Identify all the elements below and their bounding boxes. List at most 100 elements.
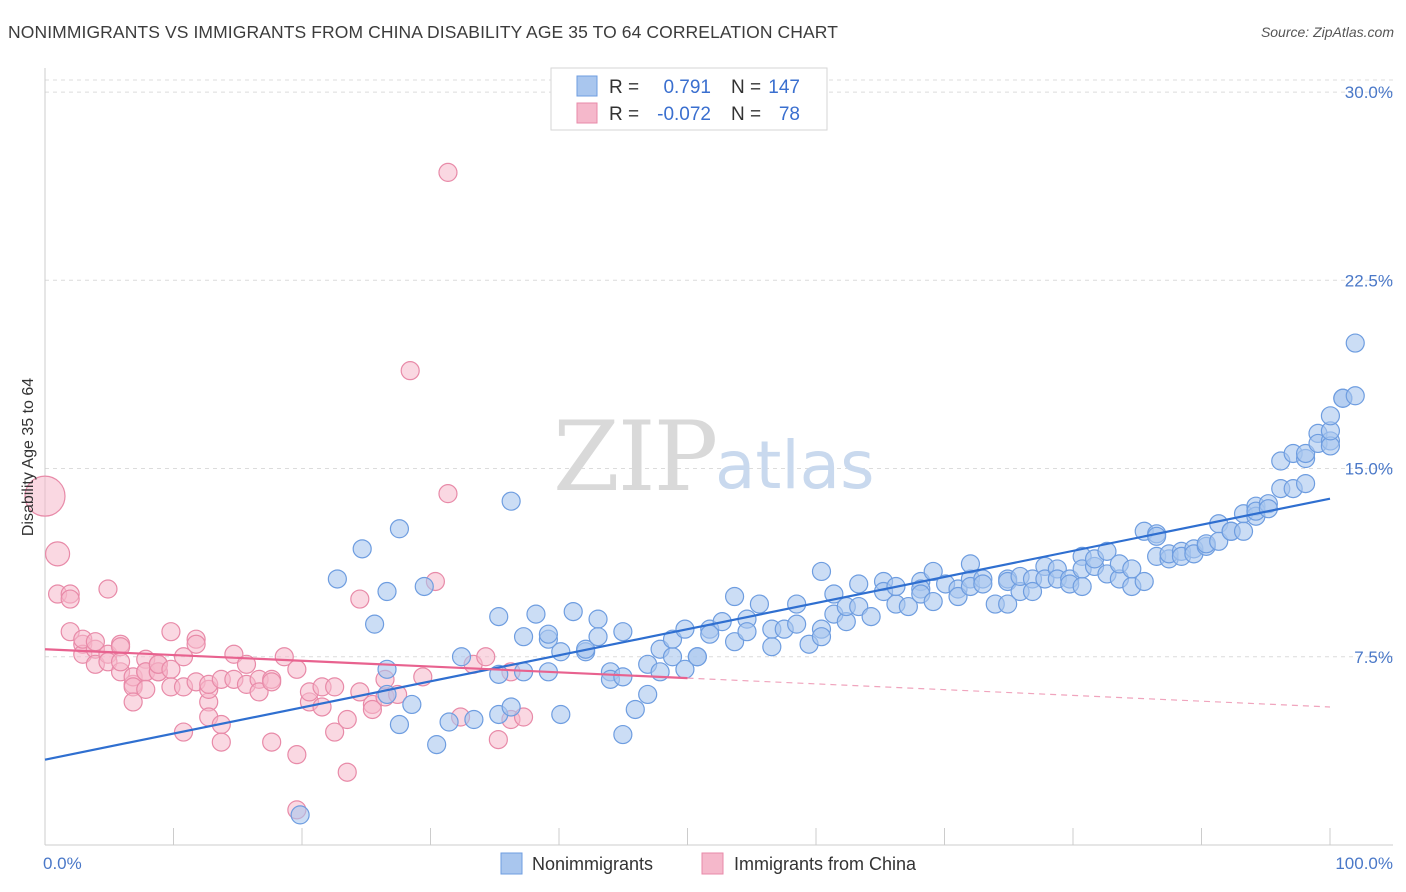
gridlines (45, 79, 1393, 658)
bottom-legend-nonimmigrants: Nonimmigrants (532, 854, 653, 874)
nonimmigrants-point (501, 491, 521, 511)
nonimmigrants-point (811, 627, 832, 647)
immigrants-point (513, 707, 534, 727)
nonimmigrants-point (451, 647, 472, 667)
legend-r-value-2: -0.072 (657, 104, 711, 125)
legend-n-label-2: N = (731, 104, 761, 125)
immigrants-point (325, 677, 345, 697)
nonimmigrants-point (377, 659, 397, 679)
legend-r-label-2: R = (609, 104, 639, 125)
chart-title: NONIMMIGRANTS VS IMMIGRANTS FROM CHINA D… (8, 22, 838, 42)
immigrants-point (161, 622, 181, 642)
nonimmigrants-point (762, 637, 782, 657)
immigrants-point (287, 659, 307, 679)
immigrants-point (123, 692, 143, 712)
x-tick-label-min: 0.0% (43, 854, 82, 873)
immigrants-point (488, 729, 508, 750)
immigrants-point (211, 732, 231, 752)
nonimmigrants-point (687, 647, 707, 667)
y-tick-label: 30.0% (1345, 83, 1393, 102)
immigrants-point (236, 654, 257, 674)
y-tick-label: 15.0% (1345, 460, 1393, 479)
immigrants-point (110, 652, 131, 672)
y-axis-label: Disability Age 35 to 64 (20, 378, 37, 536)
y-tick-label: 22.5% (1345, 271, 1393, 290)
nonimmigrants-point (526, 604, 546, 624)
series-legend: Nonimmigrants Immigrants from China (500, 852, 917, 875)
legend-swatch-immigrants (576, 102, 598, 124)
nonimmigrants-point (1320, 406, 1341, 426)
immigrants-point (60, 589, 80, 609)
immigrants-point (337, 709, 357, 730)
bottom-legend-immigrants: Immigrants from China (734, 854, 917, 874)
nonimmigrants-point (352, 539, 372, 559)
nonimmigrants-point (402, 694, 422, 715)
nonimmigrants-point (1122, 559, 1142, 579)
immigrants-point (44, 541, 71, 567)
nonimmigrants-point (563, 601, 583, 622)
legend-swatch-nonimmigrants (576, 75, 598, 97)
nonimmigrants-point (923, 591, 943, 612)
immigrants-point (362, 699, 383, 720)
nonimmigrants-point (464, 709, 484, 730)
nonimmigrants-point (749, 594, 770, 614)
nonimmigrants-point (489, 607, 509, 627)
nonimmigrants-points (290, 333, 1365, 825)
immigrants-point (337, 762, 357, 782)
nonimmigrants-point (923, 561, 943, 582)
legend-n-value-2: 78 (779, 104, 800, 125)
trend-lines (44, 497, 1331, 761)
nonimmigrants-point (737, 622, 757, 642)
immigrants-point (24, 475, 66, 517)
nonimmigrants-point (898, 596, 918, 617)
legend-r-label-1: R = (609, 77, 639, 98)
nonimmigrants-point (513, 627, 534, 647)
nonimmigrants-point (625, 699, 645, 720)
legend-n-value-1: 147 (768, 77, 800, 98)
watermark: ZIP atlas (553, 401, 875, 513)
nonimmigrants-point (724, 586, 745, 607)
immigrants-point (249, 682, 269, 702)
nonimmigrants-point (861, 607, 881, 627)
immigrants-trend-line-extension (687, 677, 1331, 708)
y-tick-label: 7.5% (1354, 648, 1393, 667)
nonimmigrants-point (439, 712, 459, 732)
nonimmigrants-point (1072, 576, 1092, 597)
nonimmigrants-point (588, 609, 608, 629)
nonimmigrants-point (1233, 521, 1254, 541)
immigrants-point (136, 679, 156, 699)
nonimmigrants-point (948, 586, 968, 607)
immigrants-point (287, 745, 307, 765)
nonimmigrants-point (1209, 531, 1229, 551)
nonimmigrants-point (662, 629, 683, 649)
nonimmigrants-point (613, 667, 633, 687)
nonimmigrants-point (427, 735, 447, 755)
immigrants-point (400, 361, 420, 381)
watermark-zip: ZIP (553, 401, 716, 513)
nonimmigrants-point (365, 614, 385, 634)
x-tick-label-max: 100.0% (1335, 854, 1393, 873)
nonimmigrants-point (1295, 473, 1316, 494)
immigrants-point (325, 722, 345, 742)
nonimmigrants-point (290, 805, 310, 825)
nonimmigrants-point (551, 642, 571, 662)
immigrants-point (350, 589, 370, 609)
nonimmigrants-point (973, 574, 993, 594)
nonimmigrants-point (724, 632, 745, 652)
nonimmigrants-point (389, 519, 410, 539)
nonimmigrants-point (613, 724, 633, 745)
nonimmigrants-point (849, 596, 869, 617)
nonimmigrants-point (1345, 386, 1365, 406)
nonimmigrants-point (327, 569, 347, 589)
immigrants-point (262, 732, 282, 752)
nonimmigrants-point (613, 622, 633, 642)
axes (44, 68, 1393, 846)
legend-r-value-1: 0.791 (663, 77, 711, 98)
nonimmigrants-point (551, 704, 571, 725)
immigrants-point (186, 634, 206, 654)
nonimmigrants-point (588, 627, 608, 647)
nonimmigrants-point (1134, 571, 1154, 592)
nonimmigrants-point (998, 594, 1018, 614)
nonimmigrants-point (1258, 499, 1278, 519)
bottom-legend-swatch-nonimmigrants (500, 852, 523, 875)
